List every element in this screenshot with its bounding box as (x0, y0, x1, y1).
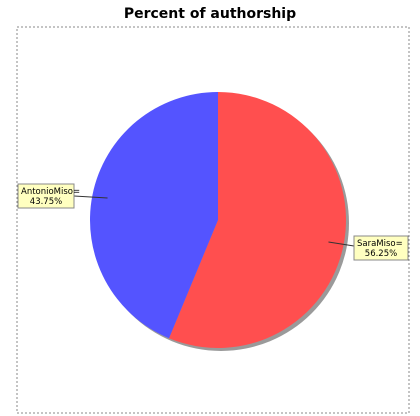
pie-slice-saramiso (169, 92, 346, 348)
label-box-saramiso (353, 235, 409, 261)
label-value-antoniomiso: 43.75% (30, 197, 62, 207)
labels-layer: SaraMiso=56.25% AntonioMiso=43.75% (17, 183, 409, 261)
label-name-antoniomiso: AntonioMiso= (21, 187, 80, 197)
label-leader-antoniomiso (73, 195, 108, 199)
slices-layer (89, 92, 349, 351)
label-name-saramiso: SaraMiso= (357, 239, 403, 249)
chart-title: Percent of authorship (123, 6, 297, 22)
label-box-antoniomiso (17, 183, 75, 209)
pie-slice-antoniomiso (89, 92, 218, 339)
label-value-saramiso: 56.25% (365, 249, 397, 259)
label-leader-saramiso (328, 241, 355, 247)
